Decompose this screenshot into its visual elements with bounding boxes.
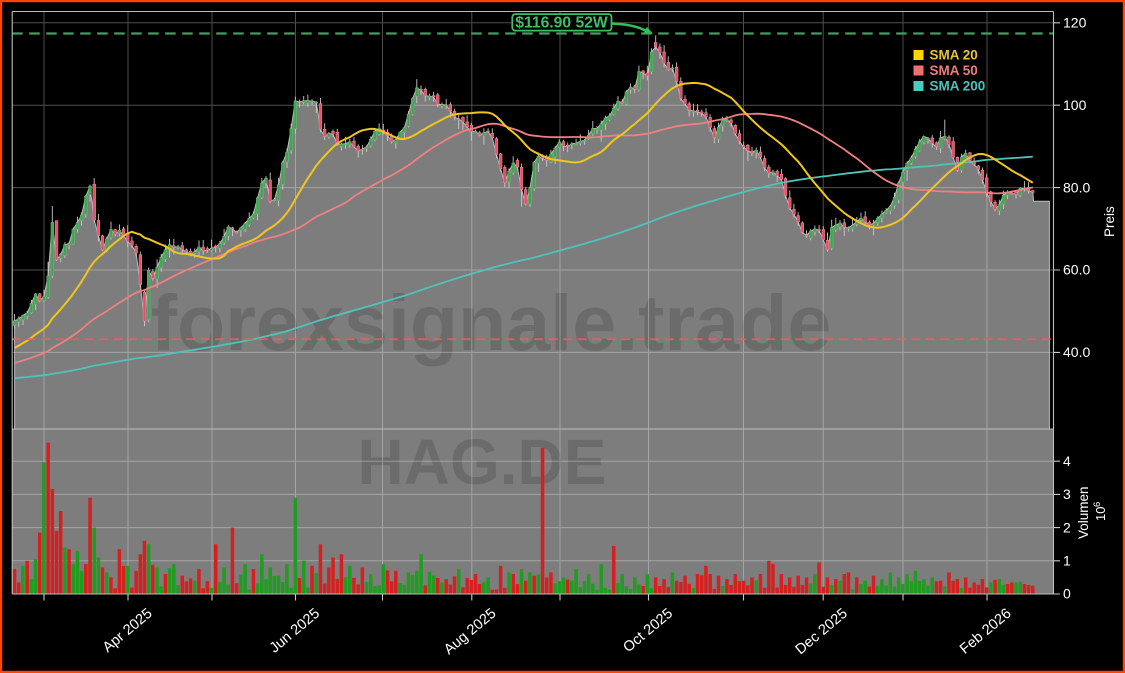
svg-text:SMA 20: SMA 20 — [930, 48, 978, 63]
svg-text:0: 0 — [1063, 586, 1071, 602]
svg-text:60.0: 60.0 — [1063, 262, 1090, 278]
svg-text:Volumen: Volumen — [1076, 486, 1091, 539]
svg-text:HAG.DE: HAG.DE — [358, 426, 607, 498]
svg-text:4: 4 — [1063, 453, 1071, 469]
svg-text:40.0: 40.0 — [1063, 344, 1090, 360]
svg-text:120: 120 — [1063, 15, 1087, 31]
svg-text:1: 1 — [1063, 553, 1071, 569]
svg-text:3: 3 — [1063, 486, 1071, 502]
svg-text:Preis: Preis — [1102, 206, 1117, 237]
svg-text:100: 100 — [1063, 97, 1087, 113]
svg-text:2: 2 — [1063, 519, 1071, 535]
svg-text:forexsignale.trade: forexsignale.trade — [151, 278, 832, 367]
svg-text:SMA 50: SMA 50 — [930, 63, 978, 78]
svg-text:6: 6 — [1092, 502, 1103, 507]
svg-text:10: 10 — [1093, 507, 1108, 521]
svg-text:80.0: 80.0 — [1063, 179, 1090, 195]
svg-text:SMA 200: SMA 200 — [930, 79, 986, 94]
svg-text:$116.90 52W: $116.90 52W — [515, 15, 608, 32]
